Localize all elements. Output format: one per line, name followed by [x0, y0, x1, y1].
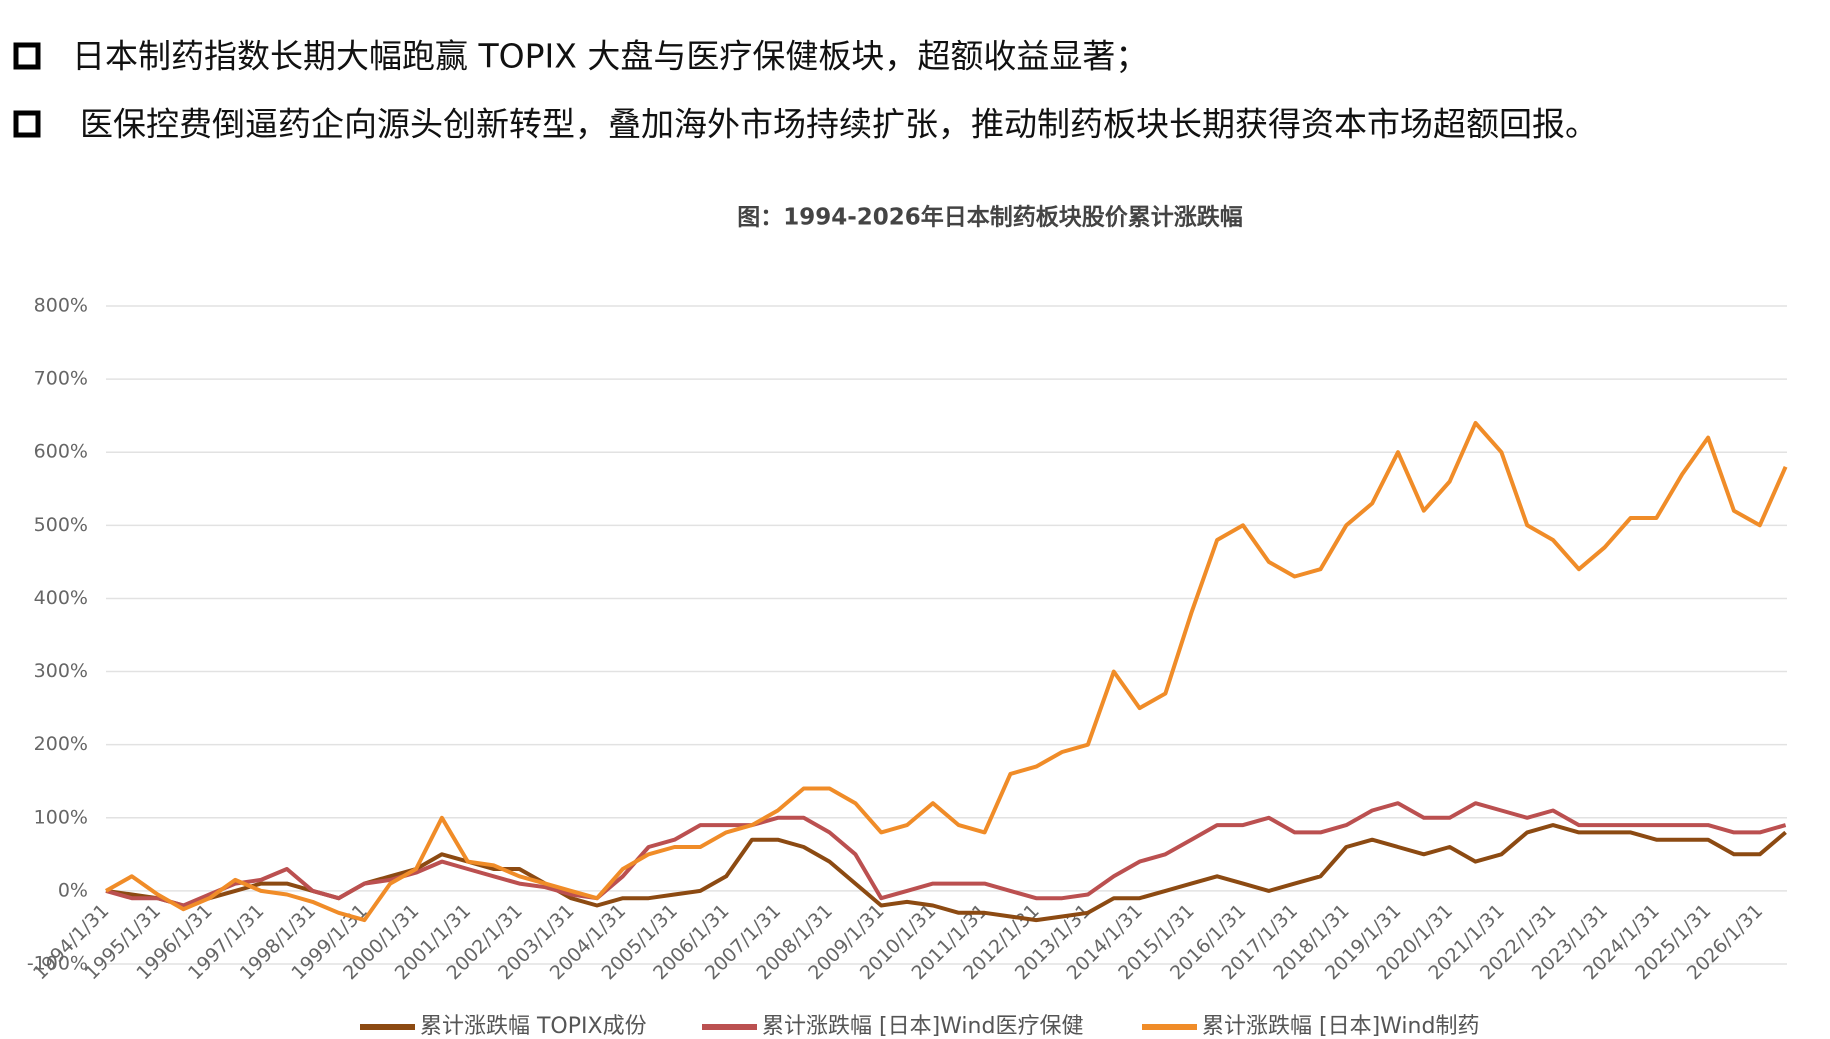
y-tick-label: -100% [27, 953, 88, 975]
series-line [105, 801, 1787, 908]
y-tick-label: 0% [58, 879, 88, 901]
bullet-text: 医保控费倒逼药企向源头创新转型，叠加海外市场持续扩张，推动制药板块长期获得资本市… [80, 105, 1598, 144]
bullet-text: 日本制药指数长期大幅跑赢 TOPIX 大盘与医疗保健板块，超额收益显著； [72, 37, 1148, 76]
bullet-square [13, 110, 41, 138]
y-tick-label: 700% [34, 368, 88, 390]
y-tick-label: 200% [34, 733, 88, 755]
chart-title: 图：1994-2026年日本制药板块股价累计涨跌幅 [737, 204, 1243, 231]
series-line [105, 421, 1788, 923]
legend-label: 累计涨跌幅 TOPIX成份 [420, 1014, 647, 1039]
legend-label: 累计涨跌幅 [日本]Wind医疗保健 [762, 1014, 1083, 1039]
y-tick-label: 300% [34, 660, 88, 682]
series-line [105, 823, 1787, 923]
bullet-square [13, 42, 41, 70]
y-tick-label: 100% [34, 806, 88, 828]
y-tick-label: 800% [34, 295, 88, 317]
y-tick-label: 600% [34, 441, 88, 463]
legend-label: 累计涨跌幅 [日本]Wind制药 [1202, 1014, 1479, 1039]
y-tick-label: 500% [34, 514, 88, 536]
y-tick-label: 400% [34, 587, 88, 609]
